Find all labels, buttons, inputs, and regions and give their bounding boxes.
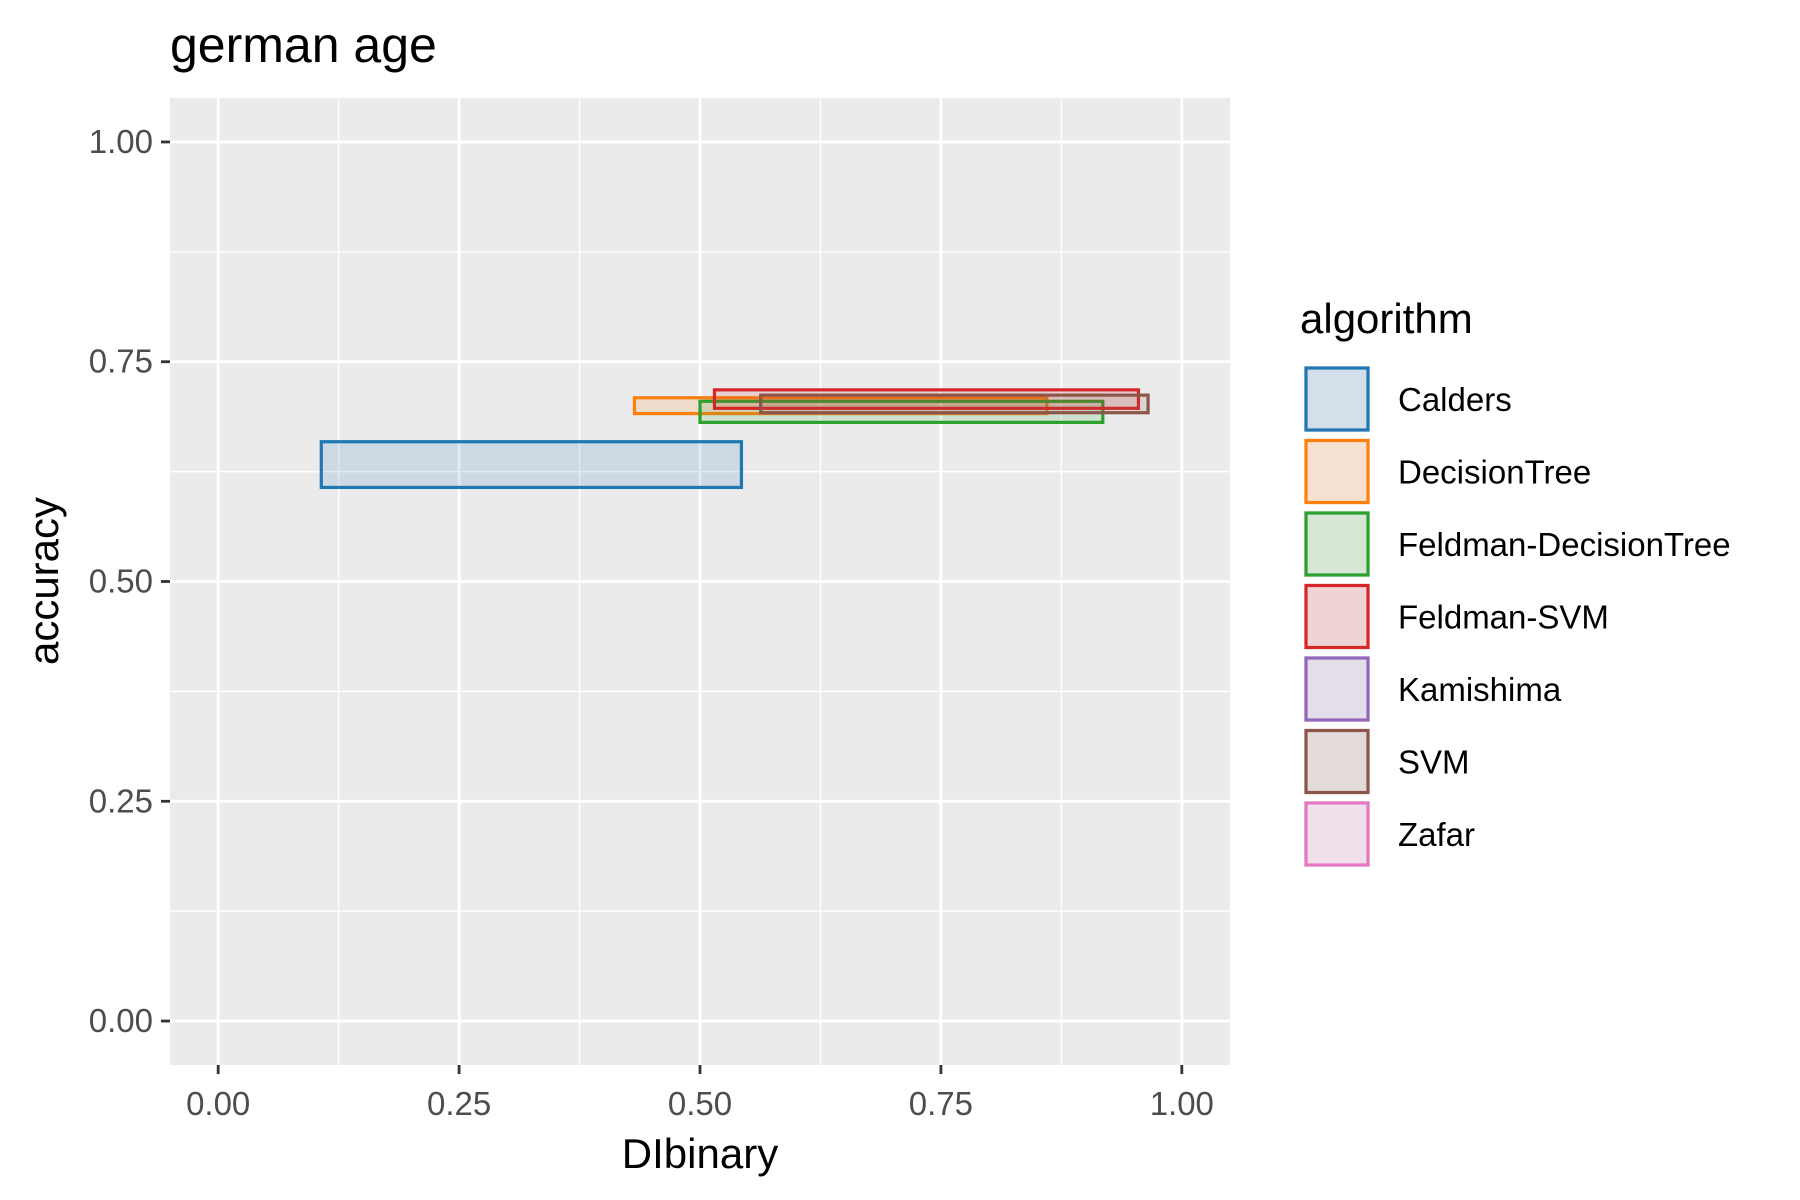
legend-key <box>1304 656 1370 722</box>
y-tick-label: 0.50 <box>89 563 153 600</box>
y-tick-label: 0.00 <box>89 1002 153 1039</box>
legend-item-decisiontree: DecisionTree <box>1304 438 1591 505</box>
legend-item-kamishima: Kamishima <box>1304 656 1562 722</box>
rect-calders <box>319 440 744 490</box>
legend-item-feldman-decisiontree: Feldman-DecisionTree <box>1304 511 1731 577</box>
legend-key-bg <box>1304 511 1370 577</box>
x-tick-label: 0.75 <box>909 1085 973 1122</box>
legend-key <box>1304 511 1370 577</box>
legend-key-bg <box>1304 656 1370 722</box>
legend-item-calders: Calders <box>1304 366 1512 432</box>
y-axis: 0.00 0.25 0.50 0.75 1.00 <box>89 123 170 1039</box>
legend-key <box>1304 438 1370 505</box>
chart-title: german age <box>170 17 437 73</box>
legend-key <box>1304 801 1370 867</box>
legend-label: Feldman-SVM <box>1398 599 1609 636</box>
legend-key <box>1304 366 1370 432</box>
grid <box>170 98 1230 1065</box>
x-tick-label: 0.50 <box>668 1085 732 1122</box>
legend-label: DecisionTree <box>1398 454 1591 491</box>
legend-item-feldman-svm: Feldman-SVM <box>1304 583 1609 650</box>
legend-key-bg <box>1304 438 1370 505</box>
legend-label: SVM <box>1398 744 1470 781</box>
legend-title: algorithm <box>1300 295 1473 342</box>
legend-label: Calders <box>1398 381 1512 418</box>
x-tick-label: 0.00 <box>186 1085 250 1122</box>
legend-label: Zafar <box>1398 816 1475 853</box>
legend-key <box>1304 583 1370 650</box>
data-rectangles <box>319 388 1150 490</box>
legend-item-svm: SVM <box>1304 728 1470 795</box>
y-tick-label: 0.25 <box>89 782 153 819</box>
legend-key-bg <box>1304 728 1370 795</box>
legend-items: Calders DecisionTree Feldman-DecisionTree F… <box>1304 366 1731 867</box>
legend-item-zafar: Zafar <box>1304 801 1475 867</box>
legend-key <box>1304 728 1370 795</box>
x-tick-label: 1.00 <box>1150 1085 1214 1122</box>
legend-key-bg <box>1304 583 1370 650</box>
y-tick-label: 1.00 <box>89 123 153 160</box>
x-axis-title: DIbinary <box>622 1130 778 1177</box>
rect-svm <box>759 393 1150 415</box>
legend: algorithm Calders DecisionTree Feldman-Dec… <box>1300 295 1731 867</box>
legend-key-bg <box>1304 366 1370 432</box>
y-axis-title: accuracy <box>20 497 67 665</box>
legend-label: Feldman-DecisionTree <box>1398 526 1731 563</box>
x-tick-label: 0.25 <box>427 1085 491 1122</box>
y-tick-label: 0.75 <box>89 343 153 380</box>
legend-label: Kamishima <box>1398 671 1562 708</box>
legend-key-bg <box>1304 801 1370 867</box>
x-axis: 0.00 0.25 0.50 0.75 1.00 <box>186 1065 1214 1122</box>
